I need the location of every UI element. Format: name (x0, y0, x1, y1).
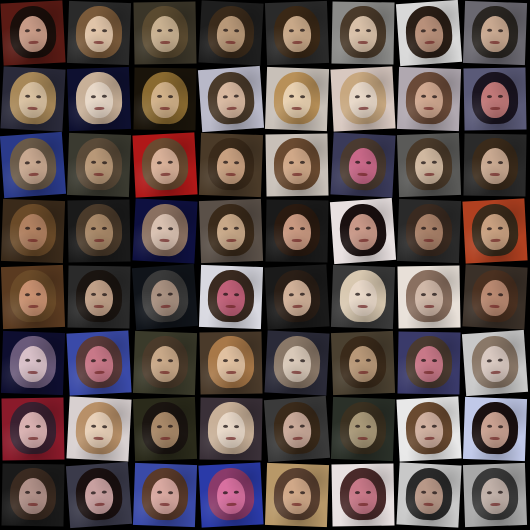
face-sample-tile (329, 197, 397, 265)
face-sample-tile (199, 397, 263, 461)
face-sample-tile (198, 0, 264, 66)
face-sample-tile (133, 1, 197, 65)
face-sample-tile (198, 198, 264, 264)
face-sample-tile (265, 199, 329, 263)
face-sample-tile (66, 66, 132, 132)
face-sample-tile (331, 1, 395, 65)
face-sample-tile (197, 65, 265, 133)
face-sample-tile (263, 395, 331, 463)
face-sample-tile (330, 396, 396, 462)
face-sample-tile (132, 330, 198, 396)
face-sample-tile (396, 396, 462, 462)
face-sample-tile (397, 331, 461, 395)
face-sample-tile (264, 0, 330, 66)
face-sample-tile (265, 133, 329, 197)
face-sample-tile (132, 132, 198, 198)
face-sample-tile (1, 463, 65, 527)
face-sample-tile (66, 330, 132, 396)
face-sample-tile (462, 264, 528, 330)
face-sample-tile (132, 462, 198, 528)
face-sample-tile (198, 264, 264, 330)
face-sample-tile (395, 0, 463, 67)
face-sample-tile (198, 132, 264, 198)
face-sample-tile (462, 462, 528, 528)
face-sample-tile (0, 131, 67, 199)
face-sample-tile (66, 0, 132, 66)
face-sample-tile (264, 66, 330, 132)
face-sample-tile (330, 132, 396, 198)
face-sample-tile (462, 0, 528, 66)
face-sample-tile (264, 462, 330, 528)
face-sample-tile (65, 461, 133, 529)
face-sample-tile (463, 67, 527, 131)
face-sample-tile (331, 463, 395, 527)
face-sample-tile (330, 66, 396, 132)
face-sample-tile (330, 330, 396, 396)
face-sample-tile (396, 198, 462, 264)
face-sample-tile (133, 67, 197, 131)
face-sample-tile (462, 198, 528, 264)
face-sample-tile (264, 330, 330, 396)
face-sample-tile (396, 132, 462, 198)
face-sample-tile (462, 396, 528, 462)
face-sample-tile (131, 263, 199, 331)
face-sample-tile (264, 264, 330, 330)
face-sample-tile (0, 330, 66, 396)
face-sample-tile (330, 264, 396, 330)
face-sample-tile (396, 462, 462, 528)
face-sample-tile (461, 329, 529, 397)
face-sample-tile (199, 331, 263, 395)
face-sample-tile (397, 265, 461, 329)
face-sample-tile (67, 199, 131, 263)
face-sample-tile (198, 462, 264, 528)
face-sample-tile (66, 396, 132, 462)
face-sample-tile (67, 265, 131, 329)
face-sample-tile (0, 0, 66, 66)
face-sample-tile (1, 397, 65, 461)
face-sample-tile (0, 264, 66, 330)
face-sample-tile (0, 198, 66, 264)
face-sample-tile (463, 133, 527, 197)
face-sample-tile (132, 198, 198, 264)
face-sample-tile (66, 132, 132, 198)
face-sample-tile (0, 66, 66, 132)
face-sample-tile (132, 396, 198, 462)
face-sample-tile (396, 66, 462, 132)
